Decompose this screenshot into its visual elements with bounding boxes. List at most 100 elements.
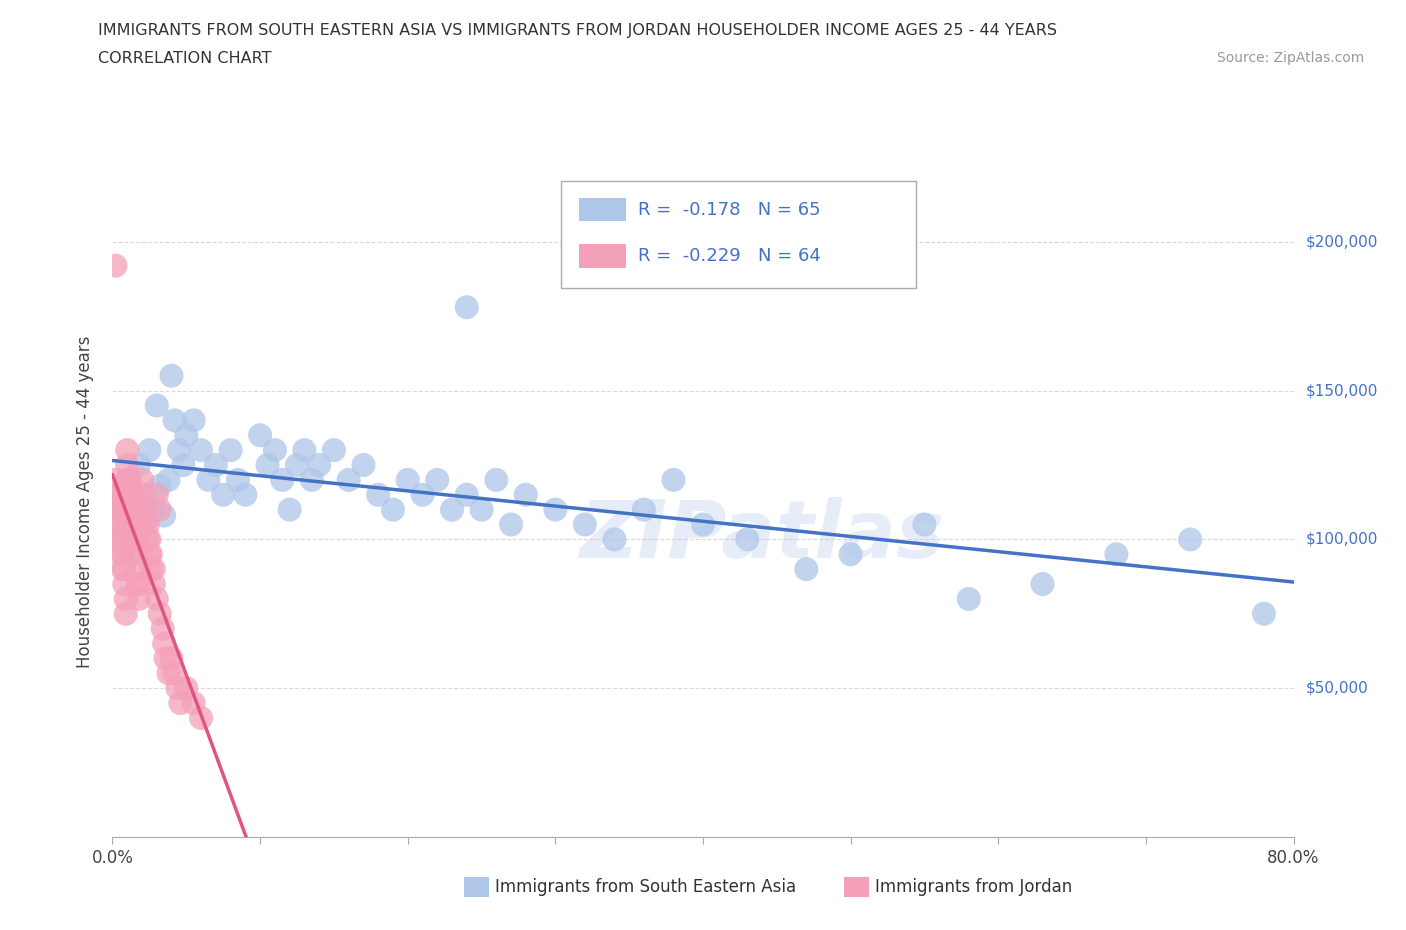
Point [134, 517, 156, 532]
Point [105, 487, 128, 502]
Point [174, 428, 197, 443]
Bar [579, 197, 626, 221]
Point [190, 443, 212, 458]
Point [105, 502, 128, 517]
Point [157, 472, 180, 487]
Point [323, 443, 346, 458]
Point [146, 487, 169, 502]
Point [124, 532, 146, 547]
Text: $100,000: $100,000 [1305, 532, 1378, 547]
Point [117, 502, 138, 517]
Text: Immigrants from South Eastern Asia: Immigrants from South Eastern Asia [495, 878, 796, 897]
Point [122, 517, 145, 532]
Point [603, 532, 626, 547]
Point [796, 562, 818, 577]
Point [219, 443, 242, 458]
Text: $150,000: $150,000 [1305, 383, 1378, 398]
Point [128, 458, 150, 472]
Text: R =  -0.229   N = 64: R = -0.229 N = 64 [638, 247, 821, 265]
Point [285, 458, 308, 472]
Point [117, 472, 138, 487]
Point [124, 517, 146, 532]
Point [131, 517, 153, 532]
Point [382, 502, 405, 517]
Point [131, 502, 153, 517]
Point [301, 472, 323, 487]
Point [112, 532, 135, 547]
Point [1253, 606, 1275, 621]
Point [160, 368, 183, 383]
Point [367, 487, 389, 502]
Point [107, 502, 129, 517]
Point [574, 517, 596, 532]
Point [114, 606, 136, 621]
Point [1032, 577, 1054, 591]
Point [122, 502, 145, 517]
Point [128, 591, 150, 606]
Point [142, 577, 165, 591]
Point [271, 472, 294, 487]
Point [226, 472, 249, 487]
Text: ZIPatlas: ZIPatlas [579, 497, 945, 575]
Point [124, 508, 146, 523]
Point [174, 681, 197, 696]
Point [166, 681, 188, 696]
Point [110, 547, 132, 562]
Point [121, 502, 143, 517]
Point [120, 487, 142, 502]
Y-axis label: Householder Income Ages 25 - 44 years: Householder Income Ages 25 - 44 years [76, 336, 94, 669]
Point [125, 532, 148, 547]
Point [456, 487, 478, 502]
Point [117, 517, 138, 532]
Point [278, 502, 301, 517]
Point [633, 502, 655, 517]
Point [125, 547, 148, 562]
Text: Immigrants from Jordan: Immigrants from Jordan [875, 878, 1071, 897]
Text: IMMIGRANTS FROM SOUTH EASTERN ASIA VS IMMIGRANTS FROM JORDAN HOUSEHOLDER INCOME : IMMIGRANTS FROM SOUTH EASTERN ASIA VS IM… [98, 23, 1057, 38]
Point [692, 517, 714, 532]
Point [152, 621, 174, 636]
Point [163, 413, 186, 428]
Point [104, 487, 127, 502]
Text: $200,000: $200,000 [1305, 234, 1378, 249]
Point [138, 443, 160, 458]
Point [167, 443, 190, 458]
Point [149, 478, 172, 493]
FancyBboxPatch shape [561, 180, 915, 288]
Point [485, 472, 508, 487]
Point [1178, 532, 1201, 547]
Point [160, 651, 183, 666]
Point [104, 259, 127, 273]
Point [155, 651, 177, 666]
Point [153, 636, 176, 651]
Point [120, 547, 142, 562]
Point [544, 502, 567, 517]
Point [441, 502, 464, 517]
Point [249, 428, 271, 443]
Point [352, 458, 374, 472]
Point [142, 562, 165, 577]
Point [117, 487, 138, 502]
Point [138, 547, 160, 562]
Point [197, 472, 219, 487]
Point [127, 577, 149, 591]
Point [146, 398, 169, 413]
Point [190, 711, 212, 725]
Point [104, 472, 127, 487]
Point [256, 458, 278, 472]
Point [169, 696, 191, 711]
Point [426, 472, 449, 487]
Point [149, 502, 172, 517]
Point [138, 532, 160, 547]
Point [149, 606, 172, 621]
Point [142, 502, 165, 517]
Text: Source: ZipAtlas.com: Source: ZipAtlas.com [1216, 51, 1364, 65]
Point [183, 696, 205, 711]
Point [146, 591, 169, 606]
Point [337, 472, 360, 487]
Point [112, 577, 135, 591]
Point [131, 472, 153, 487]
Point [121, 487, 143, 502]
Point [172, 458, 194, 472]
Point [957, 591, 980, 606]
